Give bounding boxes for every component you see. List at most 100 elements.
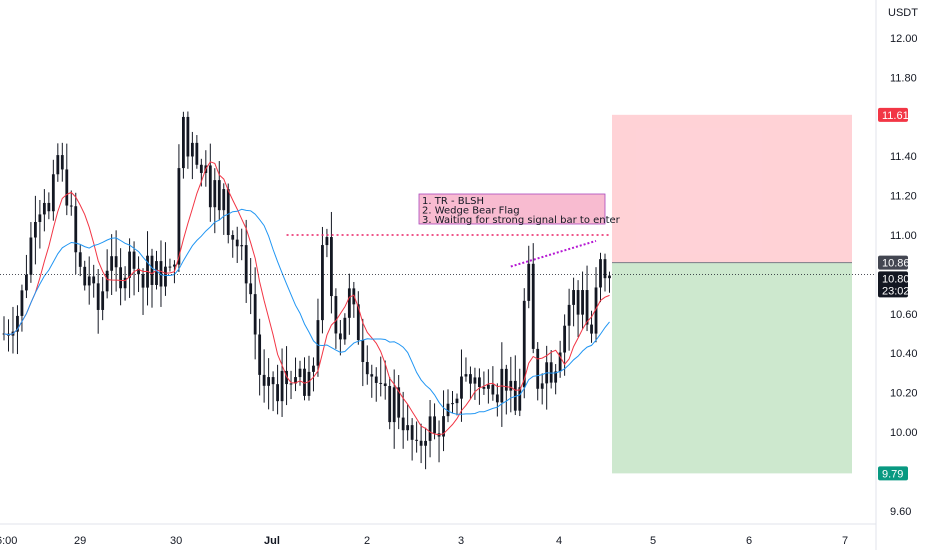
moving-averages xyxy=(3,161,610,436)
candle-body xyxy=(603,259,607,279)
candle-body xyxy=(159,261,163,287)
candle-body xyxy=(522,300,526,388)
currency-label: USDT xyxy=(888,7,918,19)
position-tool[interactable] xyxy=(612,114,852,474)
candle-body xyxy=(599,259,602,288)
candle-body xyxy=(513,380,517,411)
candle-body xyxy=(249,283,253,295)
candle-body xyxy=(392,387,396,423)
candle-body xyxy=(401,417,405,431)
candle-body xyxy=(69,205,73,207)
candle-body xyxy=(527,263,531,301)
candle-body xyxy=(446,403,450,417)
take-profit-zone xyxy=(612,262,852,474)
candle-body xyxy=(303,368,306,396)
price-tick-label: 10.20 xyxy=(890,388,918,400)
price-tag-value: 10.80 xyxy=(882,273,910,285)
candle-body xyxy=(38,214,42,222)
price-tag xyxy=(878,255,908,270)
price-axis[interactable]: 12.00 11.80 11.40 11.20 11.00 10.60 10.40 10.20… xyxy=(890,33,918,518)
candle-body xyxy=(190,142,194,157)
candle-body xyxy=(141,274,145,288)
candle-body xyxy=(226,189,230,236)
candle-body xyxy=(208,165,212,208)
price-tick-label: 12.00 xyxy=(890,33,918,45)
candle-body xyxy=(549,362,553,383)
candle-body xyxy=(20,290,24,316)
candle-body xyxy=(25,274,28,291)
candle-body xyxy=(486,384,490,389)
candle-body xyxy=(428,416,432,441)
candle-body xyxy=(608,275,611,279)
candle-body xyxy=(509,380,513,391)
candle-body xyxy=(316,320,320,366)
price-tick-label: 11.80 xyxy=(890,72,917,84)
candle-body xyxy=(51,174,55,212)
candle-body xyxy=(330,237,333,297)
candle-body xyxy=(114,256,118,268)
price-tick-label: 11.20 xyxy=(890,191,917,203)
candle-body xyxy=(65,169,69,206)
price-tick-label: 10.00 xyxy=(890,427,918,439)
wedge-trendline xyxy=(510,239,597,268)
candle-body xyxy=(186,116,190,157)
candle-body xyxy=(410,425,414,440)
candle-body xyxy=(47,202,51,212)
price-tag-value: 11.61 xyxy=(882,110,909,122)
candle-body xyxy=(289,383,293,385)
price-tag-value: 10.86 xyxy=(882,258,910,270)
candle-body xyxy=(563,325,567,353)
price-tick-label: 10.60 xyxy=(890,309,918,321)
candle-body xyxy=(240,245,244,247)
price-tag xyxy=(878,466,908,481)
candle-body xyxy=(128,251,131,278)
price-tag-value: 9.79 xyxy=(882,468,903,480)
candle-body xyxy=(262,374,266,386)
candle-body xyxy=(433,416,436,434)
candle-body xyxy=(177,168,181,265)
price-tick-label: 11.00 xyxy=(890,230,917,242)
time-tick-label: 5 xyxy=(650,535,656,547)
annotation-line: 1. TR - BLSH xyxy=(422,196,484,207)
candle-body xyxy=(406,425,410,431)
moving-average-line xyxy=(3,161,610,436)
candle-body xyxy=(298,368,302,378)
candle-body xyxy=(235,239,239,247)
candle-body xyxy=(42,202,46,215)
candle-body xyxy=(451,403,454,405)
candle-body xyxy=(347,288,351,318)
candle-body xyxy=(370,374,374,377)
annotation-line: 3. Waiting for strong signal bar to ente… xyxy=(422,215,621,226)
candle-body xyxy=(343,317,347,340)
countdown-label: 23:02 xyxy=(882,285,910,297)
candle-body xyxy=(267,377,271,386)
price-tick-label: 9.60 xyxy=(890,506,911,518)
candle-body xyxy=(96,283,100,310)
candle-body xyxy=(285,370,288,385)
candle-body xyxy=(271,377,275,385)
candle-body xyxy=(33,221,37,238)
candle-body xyxy=(388,385,392,423)
annotation-line: 2. Wedge Bear Flag xyxy=(422,206,520,217)
candle-body xyxy=(379,382,383,384)
candle-body xyxy=(334,296,338,334)
candle-body xyxy=(374,376,378,383)
time-axis[interactable]: 6:00 29 30 Jul 2 3 4 5 6 7 xyxy=(0,535,848,547)
price-tag xyxy=(878,107,908,122)
candle-body xyxy=(572,290,575,305)
candle-body xyxy=(150,255,154,285)
candle-body xyxy=(137,268,140,275)
candle-body xyxy=(464,374,468,377)
drawn-lines[interactable] xyxy=(0,234,876,275)
candle-body xyxy=(217,180,221,211)
candle-body xyxy=(110,256,114,271)
time-tick-label: 6:00 xyxy=(0,535,17,547)
candle-body xyxy=(338,333,342,340)
candle-body xyxy=(16,315,19,332)
candle-body xyxy=(356,304,360,341)
candle-body xyxy=(231,235,235,240)
candle-body xyxy=(132,251,136,269)
